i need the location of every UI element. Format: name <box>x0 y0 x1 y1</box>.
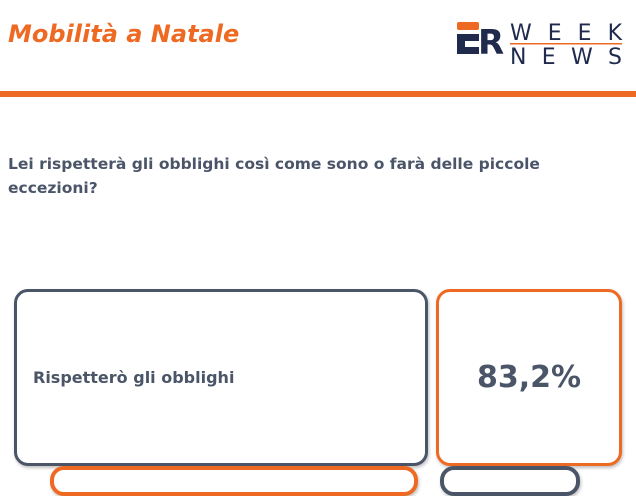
svg-text:WEEK: WEEK <box>510 21 623 46</box>
answer-value: 83,2% <box>476 360 582 395</box>
er-week-news-logo: R WEEK NEWS <box>457 21 623 66</box>
answer-label: Rispetterò gli obblighi <box>33 368 235 387</box>
header-divider <box>0 91 636 97</box>
page-title: Mobilità a Natale <box>8 20 240 48</box>
survey-question: Lei rispetterà gli obblighi così come so… <box>8 155 540 197</box>
answer-value-box: 83,2% <box>436 289 622 466</box>
next-answer-label-box <box>50 466 418 496</box>
svg-text:NEWS: NEWS <box>510 45 622 66</box>
answer-label-box: Rispetterò gli obblighi <box>14 289 428 466</box>
svg-text:R: R <box>478 23 504 63</box>
next-answer-value-box <box>440 466 580 496</box>
